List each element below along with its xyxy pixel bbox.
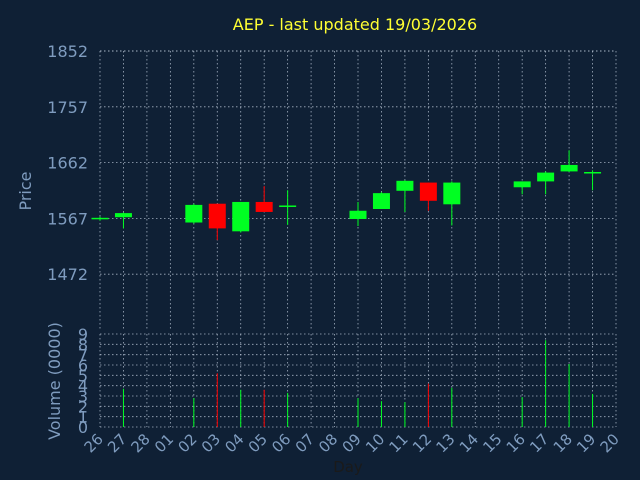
x-tick-label: 16	[503, 430, 529, 456]
x-tick-label: 13	[432, 430, 458, 456]
candle-body	[372, 193, 390, 210]
volume-tick-label: 3	[78, 387, 88, 406]
volume-tick-label: 4	[78, 377, 88, 396]
x-tick-label: 04	[221, 430, 247, 456]
candle	[208, 203, 226, 241]
candle-body	[232, 201, 250, 232]
x-tick-label: 20	[597, 430, 623, 456]
chart-title: AEP - last updated 19/03/2026	[233, 15, 477, 34]
x-tick-label: 06	[268, 430, 294, 456]
candle-body	[279, 205, 297, 207]
candle-body	[537, 172, 555, 182]
x-tick-label: 14	[456, 430, 482, 456]
price-tick-label: 1757	[47, 98, 88, 117]
x-tick-label: 03	[198, 430, 224, 456]
x-tick-label: 08	[315, 430, 341, 456]
candle-body	[255, 201, 273, 212]
volume-tick-label: 0	[78, 418, 88, 437]
x-tick-label: 19	[573, 430, 599, 456]
x-tick-label: 18	[550, 430, 576, 456]
candle	[396, 180, 414, 212]
volume-tick-label: 6	[78, 356, 88, 375]
x-tick-label: 17	[526, 430, 552, 456]
x-tick-label: 10	[362, 430, 388, 456]
price-tick-label: 1567	[47, 209, 88, 228]
candle-body	[91, 217, 109, 220]
x-tick-label: 02	[174, 430, 200, 456]
x-tick-label: 15	[479, 430, 505, 456]
candle	[372, 191, 390, 210]
candle-body	[208, 203, 226, 229]
candle-body	[419, 182, 437, 201]
candle	[443, 181, 461, 226]
x-tick-label: 07	[292, 430, 318, 456]
candle-body	[560, 164, 578, 172]
candle	[349, 201, 367, 227]
candle-body	[349, 210, 367, 219]
candle	[513, 181, 531, 195]
price-tick-label: 1472	[47, 265, 88, 284]
candle	[232, 201, 250, 233]
volume-tick-label: 7	[78, 346, 88, 365]
candle	[419, 182, 437, 211]
price-candles	[91, 150, 602, 241]
x-tick-label: 05	[245, 430, 271, 456]
volume-tick-label: 1	[78, 408, 88, 427]
price-tick-labels: 1472 1567 1662 1757 1852	[47, 42, 88, 284]
price-tick-label: 1662	[47, 154, 88, 173]
candle	[91, 216, 109, 221]
volume-tick-label: 5	[78, 366, 88, 385]
candle	[584, 170, 602, 191]
x-tick-label: 11	[386, 430, 412, 456]
x-tick-label: 12	[409, 430, 435, 456]
price-axis-label: Price	[16, 171, 35, 210]
candle-body	[513, 181, 531, 188]
candle-body	[584, 171, 602, 174]
volume-tick-label: 8	[78, 335, 88, 354]
volume-bars	[122, 340, 594, 427]
x-axis-label: Day	[333, 458, 363, 476]
volume-tick-label: 9	[78, 325, 88, 344]
candle	[560, 150, 578, 172]
candle	[279, 190, 297, 225]
candle	[185, 203, 203, 224]
candle	[537, 171, 555, 195]
volume-axis-label: Volume (0000)	[45, 322, 64, 440]
price-tick-label: 1852	[47, 42, 88, 61]
volume-tick-label: 2	[78, 397, 88, 416]
candle	[114, 212, 132, 229]
candle	[255, 186, 273, 212]
x-tick-label: 28	[128, 430, 154, 456]
x-tick-label: 27	[104, 430, 130, 456]
x-tick-label: 09	[339, 430, 365, 456]
candle-body	[114, 213, 132, 218]
price-panel: 1472 1567 1662 1757 1852 Price	[16, 42, 617, 330]
price-grid	[99, 50, 617, 330]
candle-body	[185, 204, 203, 223]
candle-body	[396, 180, 414, 191]
x-tick-labels: 2627280102030405060708091011121314151617…	[81, 430, 623, 456]
x-tick-label: 01	[151, 430, 177, 456]
candle-body	[443, 182, 461, 205]
